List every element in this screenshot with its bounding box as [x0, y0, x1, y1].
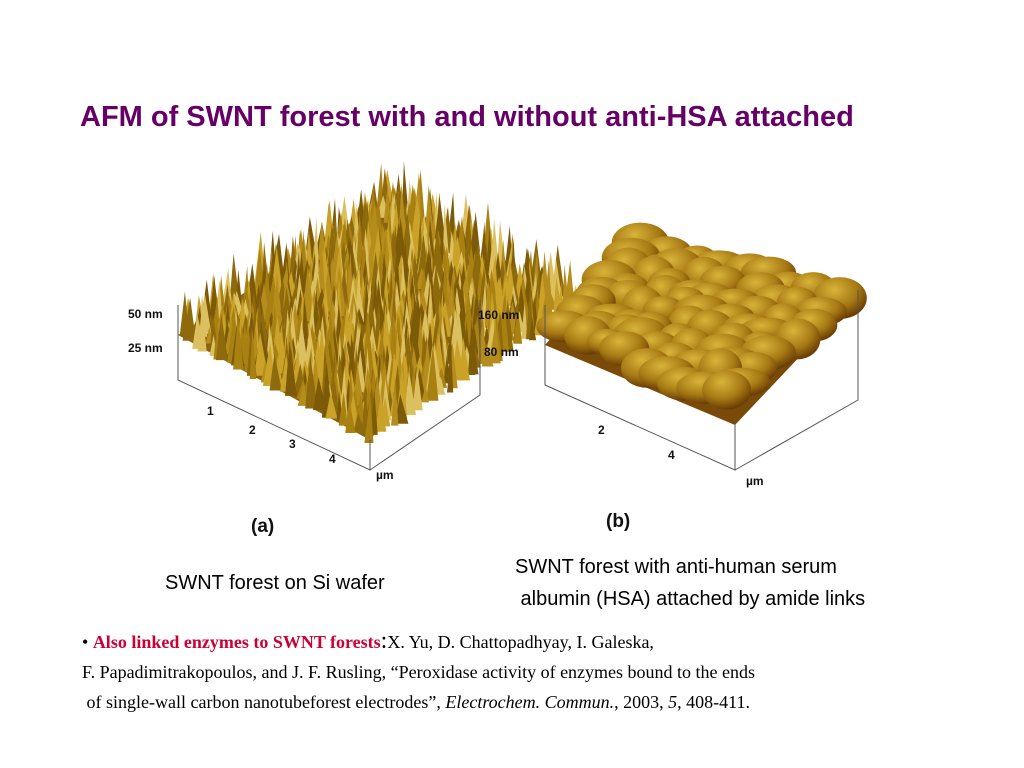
year: , 2003, [614, 692, 669, 712]
title-end: of single-wall carbon nanotubeforest ele… [82, 692, 446, 712]
z-label: 50 nm [128, 307, 163, 321]
spike [339, 364, 348, 420]
spike [458, 337, 470, 381]
axis-b [544, 290, 859, 471]
spike [254, 331, 268, 376]
spike [390, 307, 398, 357]
axes [177, 290, 859, 471]
bullet: • [82, 632, 89, 652]
z-label: 160 nm [478, 308, 519, 322]
x-label: 4 [668, 448, 675, 462]
x-label: 2 [249, 423, 256, 437]
slide-title: AFM of SWNT forest with and without anti… [80, 101, 854, 133]
spike [400, 254, 407, 308]
axis-a [177, 300, 481, 471]
spike [383, 183, 391, 223]
spike [355, 326, 367, 373]
spike [338, 392, 348, 426]
volume: 5 [668, 692, 678, 712]
unit-label: µm [746, 474, 764, 488]
spike [345, 309, 355, 351]
authors-title: F. Papadimitrakopoulos, and J. F. Ruslin… [82, 662, 756, 682]
citation-line: of single-wall carbon nanotubeforest ele… [82, 692, 750, 713]
spike [249, 327, 257, 380]
spike [325, 391, 338, 419]
spike [313, 377, 327, 411]
afm-surface-a [178, 160, 582, 443]
spike [354, 413, 366, 433]
figure-label: (b) [606, 511, 630, 532]
spike [364, 395, 374, 443]
spike [404, 370, 416, 416]
spike [521, 302, 528, 339]
citation-line: • Also linked enzymes to SWNT forests:X.… [82, 628, 654, 655]
afm-surface-b [536, 222, 867, 425]
spike [513, 308, 523, 344]
spike [481, 343, 494, 367]
z-label: 80 nm [484, 345, 519, 359]
journal: Electrochem. Commun. [445, 692, 615, 712]
spike [426, 344, 439, 401]
spike [446, 349, 454, 393]
z-label: 25 nm [128, 341, 163, 355]
x-label: 3 [289, 437, 296, 451]
spike [421, 385, 429, 403]
spike [390, 380, 399, 426]
caption-b-line: SWNT forest with anti-human serum [515, 556, 837, 578]
spike [276, 323, 287, 374]
spike [233, 315, 244, 370]
spike [345, 399, 356, 433]
spike [297, 382, 308, 406]
unit-label: µm [376, 468, 394, 482]
caption-a: SWNT forest on Si wafer [165, 572, 385, 594]
spike [210, 314, 218, 345]
spike [451, 221, 459, 276]
bump [702, 370, 752, 410]
afm-figures: 50 nm 25 nm 1 2 3 4 µm (a) 160 nm 80 nm … [128, 160, 867, 537]
spike [394, 394, 409, 424]
spike [430, 226, 445, 282]
x-label: 4 [329, 452, 336, 466]
spike [528, 316, 537, 341]
colon: : [380, 628, 388, 654]
spike [489, 321, 501, 364]
spike [215, 314, 228, 361]
spike [197, 306, 207, 352]
figure-label: (a) [251, 516, 274, 537]
spike [401, 160, 409, 216]
x-label: 2 [598, 423, 605, 437]
spike [408, 297, 423, 350]
spike [182, 297, 196, 341]
spike [424, 184, 435, 240]
citation-line: F. Papadimitrakopoulos, and J. F. Ruslin… [82, 662, 755, 683]
spike [269, 353, 282, 391]
spike [356, 212, 364, 268]
spike [374, 394, 387, 432]
pages: , 408-411. [677, 692, 750, 712]
x-label: 1 [207, 404, 214, 418]
highlight: Also linked enzymes to SWNT forests [92, 632, 381, 652]
spike [412, 367, 423, 411]
spike [467, 319, 476, 376]
spike [285, 340, 297, 396]
authors: X. Yu, D. Chattopadhyay, I. Galeska, [387, 632, 654, 652]
caption-b-line: albumin (HSA) attached by amide links [515, 588, 866, 610]
spike [305, 356, 318, 409]
spike [562, 264, 570, 308]
spike [442, 203, 449, 257]
